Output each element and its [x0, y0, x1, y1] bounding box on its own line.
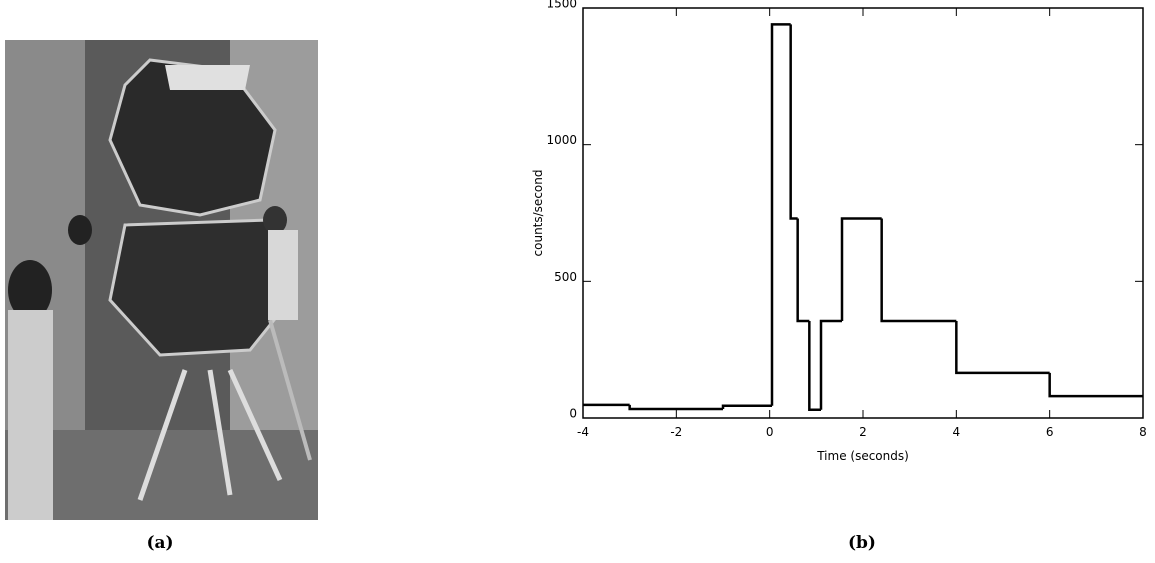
histogram-step — [1048, 372, 1143, 398]
x-tick-label: 0 — [766, 425, 774, 439]
histogram-step — [880, 218, 957, 323]
x-tick-label: 4 — [953, 425, 961, 439]
x-tick-label: 6 — [1046, 425, 1054, 439]
y-tick-label: 1500 — [546, 0, 577, 11]
x-axis-label: Time (seconds) — [816, 449, 909, 463]
x-tick-label: 2 — [859, 425, 867, 439]
caption: (b) — [848, 533, 876, 553]
histogram-step — [796, 218, 810, 323]
histogram-step — [840, 217, 882, 321]
histogram-step — [955, 320, 1050, 375]
y-axis-label: counts/second — [531, 170, 545, 257]
plot-frame — [582, 7, 1144, 419]
histogram-step — [770, 23, 791, 406]
histogram-step — [808, 320, 821, 412]
histogram-step — [789, 24, 798, 220]
x-tick-label: -4 — [577, 425, 589, 439]
photo — [5, 40, 318, 520]
histogram-step — [721, 404, 772, 409]
x-tick-label: -2 — [670, 425, 682, 439]
caption: (a) — [146, 533, 173, 553]
x-tick-label: 8 — [1139, 425, 1147, 439]
y-tick-label: 500 — [554, 270, 577, 284]
y-tick-label: 0 — [569, 407, 577, 421]
histogram-step — [819, 319, 842, 410]
y-tick-label: 1000 — [546, 133, 577, 147]
histogram-step — [628, 404, 723, 411]
